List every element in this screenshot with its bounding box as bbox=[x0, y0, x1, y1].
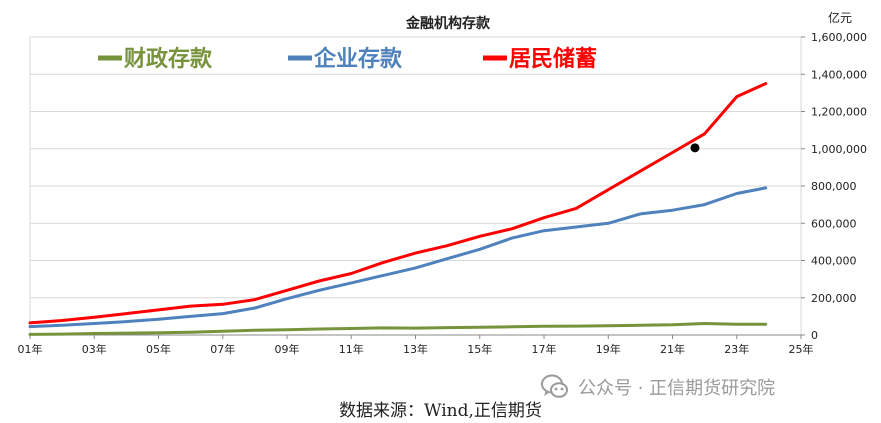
x-tick-label: 19年 bbox=[596, 342, 621, 356]
y-tick-label: 1,000,000 bbox=[811, 143, 867, 156]
y-tick-label: 800,000 bbox=[811, 180, 857, 193]
series-group bbox=[28, 82, 768, 336]
y-tick-label: 200,000 bbox=[811, 292, 857, 305]
x-tick-label: 13年 bbox=[403, 342, 428, 356]
y-tick-label: 1,600,000 bbox=[811, 31, 867, 44]
series-line-2 bbox=[28, 82, 768, 325]
x-tick-label: 21年 bbox=[660, 342, 685, 356]
x-tick-label: 11年 bbox=[339, 342, 364, 356]
legend-label: 财政存款 bbox=[124, 46, 213, 72]
x-tick-label: 17年 bbox=[532, 342, 557, 356]
x-tick-label: 09年 bbox=[275, 342, 300, 356]
x-tick-label: 15年 bbox=[467, 342, 492, 356]
y-unit-label: 亿元 bbox=[828, 10, 852, 25]
x-tick-label: 23年 bbox=[724, 342, 749, 356]
x-tick-label: 05年 bbox=[146, 342, 171, 356]
x-tick-label: 07年 bbox=[210, 342, 235, 356]
watermark-text: 公众号 · 正信期货研究院 bbox=[578, 378, 776, 399]
series-line-1 bbox=[28, 186, 768, 329]
y-tick-label: 600,000 bbox=[811, 217, 857, 230]
watermark: 公众号 · 正信期货研究院 bbox=[540, 372, 775, 402]
x-tick-label: 25年 bbox=[789, 342, 814, 356]
wechat-logo-icon bbox=[541, 374, 568, 398]
legend-label: 企业存款 bbox=[313, 46, 403, 72]
y-tick-label: 400,000 bbox=[811, 255, 857, 268]
axes: 0 200,000 400,000 600,000 800,000 1,000,000 1,… bbox=[18, 31, 867, 356]
y-tick-label: 0 bbox=[811, 329, 818, 342]
deposit-chart: 0 200,000 400,000 600,000 800,000 1,000,000 1,… bbox=[18, 10, 867, 356]
source-note: 数据来源：Wind,正信期货 bbox=[339, 401, 542, 421]
y-tick-label: 1,400,000 bbox=[811, 68, 867, 81]
marker-point bbox=[690, 143, 700, 153]
series-line-0 bbox=[28, 322, 768, 336]
x-tick-label: 03年 bbox=[82, 342, 107, 356]
gridlines bbox=[30, 36, 801, 299]
chart-title: 金融机构存款 bbox=[405, 15, 491, 32]
legend: 财政存款 企业存款 居民储蓄 bbox=[98, 46, 597, 72]
y-tick-label: 1,200,000 bbox=[811, 106, 867, 119]
x-tick-label: 01年 bbox=[18, 342, 43, 356]
legend-label: 居民储蓄 bbox=[509, 46, 597, 72]
